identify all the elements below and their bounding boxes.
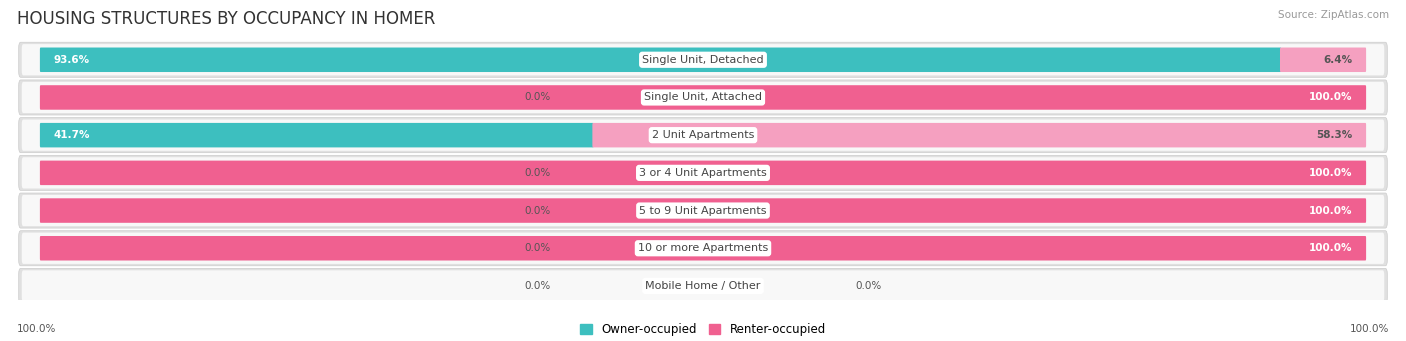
Text: 100.0%: 100.0% <box>1309 168 1353 178</box>
FancyBboxPatch shape <box>21 119 1385 151</box>
Text: 2 Unit Apartments: 2 Unit Apartments <box>652 130 754 140</box>
Text: 3 or 4 Unit Apartments: 3 or 4 Unit Apartments <box>640 168 766 178</box>
FancyBboxPatch shape <box>18 42 1388 77</box>
FancyBboxPatch shape <box>18 231 1388 266</box>
FancyBboxPatch shape <box>21 157 1385 189</box>
Text: Source: ZipAtlas.com: Source: ZipAtlas.com <box>1278 10 1389 20</box>
FancyBboxPatch shape <box>39 47 1281 72</box>
FancyBboxPatch shape <box>21 195 1385 226</box>
FancyBboxPatch shape <box>592 123 1367 147</box>
Text: 93.6%: 93.6% <box>53 55 90 65</box>
Text: 0.0%: 0.0% <box>855 281 882 291</box>
Text: 0.0%: 0.0% <box>524 92 551 102</box>
FancyBboxPatch shape <box>21 233 1385 264</box>
FancyBboxPatch shape <box>18 193 1388 228</box>
FancyBboxPatch shape <box>18 268 1388 303</box>
Text: 0.0%: 0.0% <box>524 168 551 178</box>
Text: 100.0%: 100.0% <box>1309 92 1353 102</box>
FancyBboxPatch shape <box>39 85 1367 110</box>
Text: 0.0%: 0.0% <box>524 206 551 216</box>
Text: Mobile Home / Other: Mobile Home / Other <box>645 281 761 291</box>
FancyBboxPatch shape <box>39 161 1367 185</box>
Text: 10 or more Apartments: 10 or more Apartments <box>638 243 768 253</box>
FancyBboxPatch shape <box>39 198 1367 223</box>
Text: 41.7%: 41.7% <box>53 130 90 140</box>
Text: 5 to 9 Unit Apartments: 5 to 9 Unit Apartments <box>640 206 766 216</box>
Text: 100.0%: 100.0% <box>17 324 56 334</box>
Text: 6.4%: 6.4% <box>1323 55 1353 65</box>
Legend: Owner-occupied, Renter-occupied: Owner-occupied, Renter-occupied <box>575 318 831 341</box>
FancyBboxPatch shape <box>21 82 1385 113</box>
Text: HOUSING STRUCTURES BY OCCUPANCY IN HOMER: HOUSING STRUCTURES BY OCCUPANCY IN HOMER <box>17 10 436 28</box>
FancyBboxPatch shape <box>18 80 1388 115</box>
Text: 100.0%: 100.0% <box>1350 324 1389 334</box>
FancyBboxPatch shape <box>18 155 1388 190</box>
FancyBboxPatch shape <box>39 123 593 147</box>
FancyBboxPatch shape <box>1279 47 1367 72</box>
FancyBboxPatch shape <box>21 44 1385 75</box>
FancyBboxPatch shape <box>18 118 1388 153</box>
FancyBboxPatch shape <box>39 236 1367 261</box>
FancyBboxPatch shape <box>21 270 1385 301</box>
Text: 0.0%: 0.0% <box>524 281 551 291</box>
Text: 100.0%: 100.0% <box>1309 243 1353 253</box>
Text: Single Unit, Detached: Single Unit, Detached <box>643 55 763 65</box>
Text: Single Unit, Attached: Single Unit, Attached <box>644 92 762 102</box>
Text: 58.3%: 58.3% <box>1316 130 1353 140</box>
Text: 0.0%: 0.0% <box>524 243 551 253</box>
Text: 100.0%: 100.0% <box>1309 206 1353 216</box>
